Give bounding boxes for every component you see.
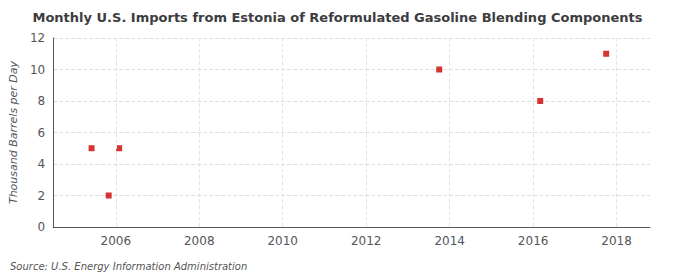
svg-text:2008: 2008: [184, 234, 215, 248]
svg-text:6: 6: [38, 126, 46, 140]
svg-text:10: 10: [30, 63, 45, 77]
svg-text:2014: 2014: [434, 234, 465, 248]
svg-text:2006: 2006: [101, 234, 132, 248]
svg-text:2010: 2010: [267, 234, 298, 248]
svg-text:8: 8: [38, 94, 46, 108]
svg-text:Thousand Barrels per Day: Thousand Barrels per Day: [7, 60, 20, 204]
svg-text:2012: 2012: [351, 234, 382, 248]
svg-text:0: 0: [38, 220, 46, 234]
svg-text:12: 12: [30, 31, 45, 45]
svg-text:Monthly U.S. Imports from Esto: Monthly U.S. Imports from Estonia of Ref…: [33, 10, 643, 25]
svg-text:2018: 2018: [601, 234, 632, 248]
svg-text:4: 4: [38, 157, 46, 171]
svg-text:2016: 2016: [518, 234, 549, 248]
svg-text:2: 2: [38, 189, 46, 203]
svg-text:Source: U.S. Energy Informatio: Source: U.S. Energy Information Administ…: [10, 261, 247, 272]
